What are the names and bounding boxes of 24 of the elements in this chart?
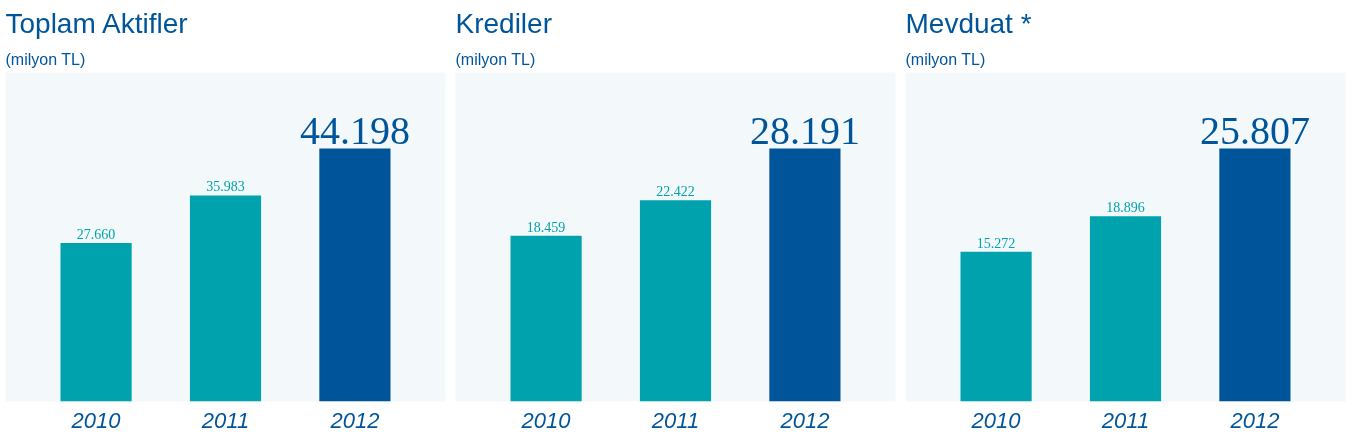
x-tick-label: 2012 — [329, 407, 380, 433]
x-tick-label: 2010 — [70, 407, 122, 433]
x-tick-label: 2011 — [1100, 407, 1150, 433]
data-label: 15.272 — [976, 235, 1016, 251]
data-label: 44.198 — [299, 108, 410, 154]
chart-title: Krediler — [455, 7, 552, 39]
x-tick-label: 2010 — [520, 407, 572, 433]
chart-title: Toplam Aktifler — [5, 7, 188, 39]
data-label: 27.660 — [76, 227, 116, 243]
data-label: 28.191 — [749, 108, 860, 154]
x-tick-label: 2012 — [1229, 407, 1280, 433]
x-tick-label: 2011 — [650, 407, 700, 433]
data-label: 25.807 — [1199, 108, 1310, 154]
data-label: 18.459 — [526, 219, 566, 235]
chart-subtitle: (milyon TL) — [455, 50, 536, 68]
chart-subtitle: (milyon TL) — [905, 50, 986, 68]
chart-title: Mevduat * — [905, 7, 1032, 39]
x-tick-label: 2012 — [779, 407, 830, 433]
x-tick-label: 2010 — [970, 407, 1022, 433]
data-label: 18.896 — [1106, 200, 1145, 216]
x-tick-label: 2011 — [200, 407, 250, 433]
data-label: 22.422 — [656, 184, 695, 200]
chart-subtitle: (milyon TL) — [5, 50, 86, 68]
data-label: 35.983 — [206, 179, 245, 195]
